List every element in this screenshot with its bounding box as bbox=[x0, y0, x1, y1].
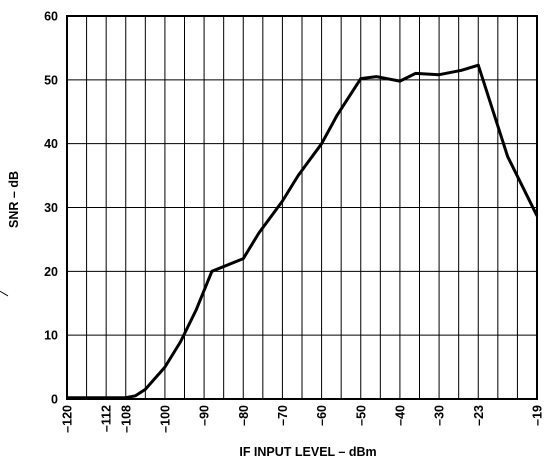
x-tick-label: –90 bbox=[198, 405, 212, 426]
grid-lines bbox=[67, 16, 537, 399]
x-tick-label: –50 bbox=[354, 405, 368, 426]
x-tick-label: –120 bbox=[61, 405, 75, 433]
x-tick-labels: –120 –112 –108 –100 –90 –80 –70 –60 –50 –40 –30 –23… bbox=[61, 405, 545, 433]
y-tick-label: 50 bbox=[44, 73, 58, 87]
x-tick-label: –30 bbox=[433, 405, 447, 426]
x-tick-label: –60 bbox=[315, 405, 329, 426]
y-tick-label: 40 bbox=[44, 137, 58, 151]
x-tick-label: –100 bbox=[158, 405, 172, 433]
x-tick-label: –80 bbox=[237, 405, 251, 426]
x-axis-title: IF INPUT LEVEL – dBm bbox=[239, 445, 376, 459]
y-tick-labels: 0 10 20 30 40 50 60 bbox=[44, 10, 58, 407]
y-tick-label: 0 bbox=[51, 393, 58, 407]
x-tick-label: –70 bbox=[276, 405, 290, 426]
x-tick-label: –40 bbox=[393, 405, 407, 426]
x-tick-label: –108 bbox=[119, 405, 133, 433]
y-tick-label: 30 bbox=[44, 201, 58, 215]
y-tick-label: 10 bbox=[44, 329, 58, 343]
x-tick-label: –19 bbox=[531, 405, 545, 426]
y-tick-label: 20 bbox=[44, 265, 58, 279]
y-axis-title: SNR – dB bbox=[7, 171, 21, 228]
x-tick-label: –112 bbox=[100, 405, 114, 432]
x-tick-label: –23 bbox=[472, 405, 486, 426]
y-tick-label: 60 bbox=[44, 10, 58, 24]
